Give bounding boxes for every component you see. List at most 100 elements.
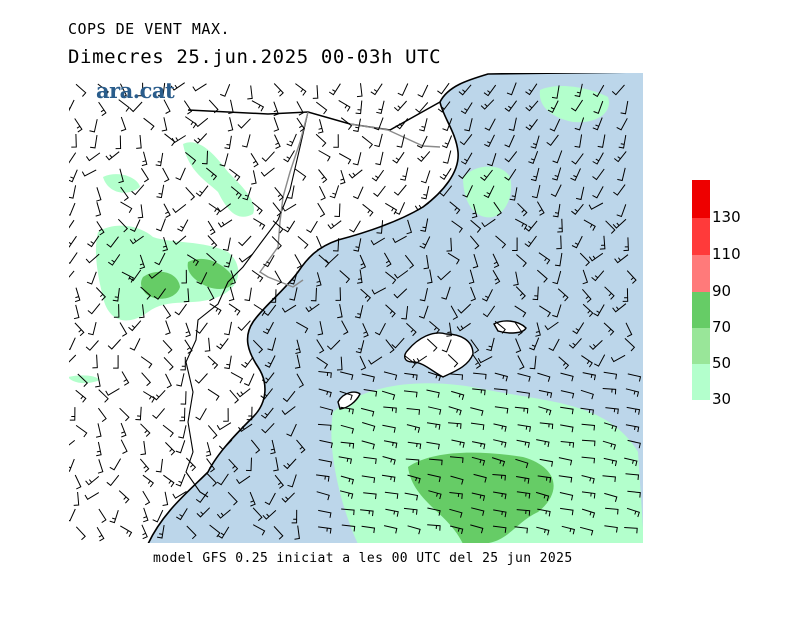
wind-barb <box>228 458 239 473</box>
wind-barb <box>604 492 618 502</box>
wind-barb <box>317 119 324 134</box>
wind-barb <box>81 169 97 177</box>
wind-barb <box>504 100 518 112</box>
wind-barb <box>97 407 107 422</box>
wind-barb <box>603 371 618 380</box>
wind-barb <box>482 305 496 318</box>
wind-barb <box>348 169 363 179</box>
wind-barb <box>437 270 451 281</box>
wind-barb <box>426 389 440 398</box>
gust-area-70 <box>141 271 180 299</box>
wind-barb <box>602 440 617 450</box>
wind-barb <box>316 235 323 251</box>
wind-barb <box>623 237 629 252</box>
wind-barb <box>449 525 464 535</box>
wind-barb <box>382 456 396 465</box>
wind-barb <box>185 186 196 201</box>
wind-barb <box>592 152 604 165</box>
wind-barb <box>274 186 284 201</box>
wind-barb <box>171 135 186 144</box>
wind-barb <box>514 305 527 318</box>
wind-barb <box>603 422 618 432</box>
wind-barb <box>356 83 363 98</box>
wind-barb <box>395 118 409 130</box>
wind-barb <box>492 474 506 481</box>
wind-barb <box>492 253 500 269</box>
wind-barb <box>139 458 150 473</box>
wind-barb <box>583 219 596 231</box>
wind-barb <box>373 117 384 131</box>
wind-barb <box>536 526 550 536</box>
wind-barb <box>148 269 163 279</box>
wind-barb <box>251 170 257 185</box>
wind-barb <box>326 339 341 351</box>
wind-barb <box>537 508 551 517</box>
wind-barb <box>524 220 538 232</box>
wind-barb <box>73 304 80 320</box>
wind-barb <box>622 288 629 302</box>
wind-barb <box>68 508 76 522</box>
wind-barb <box>247 85 253 100</box>
wind-barb <box>195 322 208 334</box>
wind-barb <box>558 457 573 466</box>
wind-barb <box>295 339 301 354</box>
wind-barb <box>361 475 376 483</box>
wind-barb <box>68 202 76 216</box>
wind-barb <box>355 340 365 354</box>
wind-barb <box>581 456 596 464</box>
wind-barb <box>407 525 421 535</box>
wind-barb <box>549 118 561 132</box>
wind-barb <box>96 526 105 542</box>
wind-barb <box>406 322 417 337</box>
wind-barb <box>469 235 480 250</box>
wind-barb <box>316 339 325 354</box>
wind-barb <box>223 408 229 422</box>
wind-barb <box>281 304 297 313</box>
wind-barb <box>175 167 186 181</box>
wind-barb <box>195 185 209 197</box>
wind-barb <box>360 509 374 517</box>
wind-barb <box>423 255 430 270</box>
wind-barb <box>568 338 582 349</box>
wind-barb <box>181 269 187 284</box>
wind-barb <box>296 117 305 132</box>
wind-barb <box>176 508 188 521</box>
wind-barb <box>429 458 443 466</box>
wind-barb <box>560 372 574 382</box>
wind-barb <box>216 338 229 350</box>
wind-barb <box>92 354 98 369</box>
wind-barb <box>163 474 175 488</box>
wind-barb <box>251 269 264 283</box>
legend-label-30: 30 <box>712 390 732 408</box>
wind-barb <box>288 271 298 285</box>
wind-barb <box>87 321 97 336</box>
wind-barb <box>175 473 186 487</box>
wind-barb <box>354 305 364 319</box>
wind-barb <box>261 151 275 162</box>
wind-barb <box>341 508 355 516</box>
wind-barb <box>509 187 518 201</box>
wind-barb <box>260 388 273 400</box>
wind-barb <box>340 169 346 185</box>
wind-barb <box>224 135 232 150</box>
wind-barb <box>449 373 464 380</box>
wind-barb <box>581 491 596 499</box>
legend-swatch-50 <box>692 328 710 364</box>
wind-barb <box>185 322 191 338</box>
wind-barb <box>593 100 604 114</box>
wind-barb <box>68 270 75 280</box>
wind-barb <box>316 491 330 501</box>
wind-barb <box>451 220 463 233</box>
wind-barb <box>514 321 523 336</box>
wind-barb <box>177 219 189 232</box>
wind-barb <box>140 356 153 369</box>
catalonia-border <box>258 111 309 288</box>
wind-barb <box>536 269 548 283</box>
wind-barb <box>87 235 100 248</box>
wind-barb <box>552 203 561 218</box>
wind-barb <box>554 252 563 267</box>
wind-barb <box>96 441 102 457</box>
wind-barb <box>420 185 430 200</box>
wind-barb <box>318 169 328 184</box>
wind-barb <box>420 218 429 232</box>
